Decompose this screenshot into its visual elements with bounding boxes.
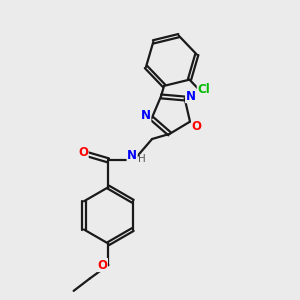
Text: N: N	[127, 148, 137, 162]
Text: N: N	[141, 110, 151, 122]
Text: N: N	[186, 90, 196, 103]
Text: Cl: Cl	[197, 83, 210, 96]
Text: O: O	[191, 120, 202, 133]
Text: O: O	[78, 146, 88, 159]
Text: H: H	[138, 154, 146, 164]
Text: O: O	[98, 259, 107, 272]
